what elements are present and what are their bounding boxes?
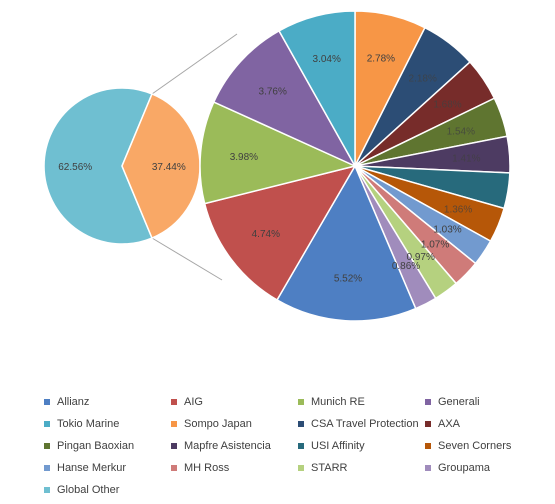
slice-label-groupama: 0.86% xyxy=(392,261,420,272)
legend-label: Seven Corners xyxy=(438,439,512,452)
slice-label-sompo-japan: 2.78% xyxy=(367,53,395,64)
slice-label-axa: 1.68% xyxy=(433,100,461,111)
legend-label: Mapfre Asistencia xyxy=(184,439,271,452)
slice-tokio-marine xyxy=(278,10,356,169)
legend-item-axa: AXA xyxy=(425,416,544,431)
legend-swatch xyxy=(425,464,431,471)
legend-swatch xyxy=(425,398,431,405)
legend-label: MH Ross xyxy=(184,461,230,474)
legend-item-mapfre-asistencia: Mapfre Asistencia xyxy=(171,438,298,453)
legend-label: Generali xyxy=(438,395,480,408)
legend-swatch xyxy=(44,420,50,427)
slice-munich-re xyxy=(199,101,358,205)
slice-label-hanse-merkur: 1.03% xyxy=(433,224,461,235)
legend-swatch xyxy=(44,464,50,471)
legend-label: AXA xyxy=(438,417,461,430)
slice-label-pingan-baoxian: 1.54% xyxy=(447,127,475,138)
legend-label: Sompo Japan xyxy=(184,417,252,430)
slice-label-generali: 3.76% xyxy=(259,87,287,98)
legend-swatch xyxy=(425,420,431,427)
slice-label-aig: 4.74% xyxy=(252,229,280,240)
legend-label: Pingan Baoxian xyxy=(57,439,135,452)
legend-item-sompo-japan: Sompo Japan xyxy=(171,416,298,431)
legend-label: Tokio Marine xyxy=(57,417,120,430)
legend-item-mh-ross: MH Ross xyxy=(171,460,298,475)
data-labels: 62.56% 37.44% 2.78% 2.18% 1.68% 1.54% 1.41% 1.3… xyxy=(58,53,480,284)
legend-item-munich-re: Munich RE xyxy=(298,394,425,409)
slice-label-mapfre-asistencia: 1.41% xyxy=(452,154,480,165)
legend-item-generali: Generali xyxy=(425,394,544,409)
slice-allianz xyxy=(275,164,417,322)
legend-label: STARR xyxy=(311,461,348,474)
legend-label: Global Other xyxy=(57,483,120,496)
legend-swatch xyxy=(171,442,177,449)
legend-swatch xyxy=(425,442,431,449)
legend: Allianz AIG Munich RE Generali Tokio Marine S… xyxy=(44,394,544,497)
slice-aig xyxy=(203,164,357,301)
slice-label-starr: 0.97% xyxy=(407,252,435,263)
slice-generali xyxy=(212,29,357,168)
connector-bottom xyxy=(151,237,223,281)
legend-label: Groupama xyxy=(438,461,490,474)
legend-label: AIG xyxy=(184,395,203,408)
legend-swatch xyxy=(171,464,177,471)
legend-item-seven-corners: Seven Corners xyxy=(425,438,544,453)
main-slice-label: 37.44% xyxy=(152,162,186,173)
legend-item-usi-affinity: USI Affinity xyxy=(298,438,425,453)
main-pie xyxy=(43,87,201,245)
slice-label-tokio-marine: 3.04% xyxy=(313,54,341,65)
main-slice-global-other xyxy=(43,87,153,245)
legend-swatch xyxy=(171,398,177,405)
legend-item-pingan-baoxian: Pingan Baoxian xyxy=(44,438,171,453)
legend-swatch xyxy=(298,442,304,449)
legend-swatch xyxy=(171,420,177,427)
slice-label-seven-corners: 1.36% xyxy=(444,205,472,216)
legend-label: Munich RE xyxy=(311,395,365,408)
legend-label: Allianz xyxy=(57,395,90,408)
legend-swatch xyxy=(44,442,50,449)
slice-label-munich-re: 3.98% xyxy=(230,152,258,163)
connector-lines xyxy=(151,33,238,281)
legend-label: USI Affinity xyxy=(311,439,365,452)
legend-item-csa-travel-protection: CSA Travel Protection xyxy=(298,416,425,431)
slice-label-csa-travel-protection: 2.18% xyxy=(409,73,437,84)
main-slice-label: 62.56% xyxy=(58,162,92,173)
legend-swatch xyxy=(298,420,304,427)
slice-label-allianz: 5.52% xyxy=(334,273,362,284)
legend-label: Hanse Merkur xyxy=(57,461,127,474)
legend-item-global-other: Global Other xyxy=(44,482,171,497)
legend-swatch xyxy=(44,486,50,493)
secondary-pie xyxy=(199,10,511,322)
legend-item-aig: AIG xyxy=(171,394,298,409)
legend-swatch xyxy=(44,398,50,405)
legend-item-tokio-marine: Tokio Marine xyxy=(44,416,171,431)
connector-top xyxy=(151,33,238,95)
legend-item-starr: STARR xyxy=(298,460,425,475)
legend-label: CSA Travel Protection xyxy=(311,417,419,430)
legend-item-hanse-merkur: Hanse Merkur xyxy=(44,460,171,475)
legend-swatch xyxy=(298,464,304,471)
legend-swatch xyxy=(298,398,304,405)
slice-label-mh-ross: 1.07% xyxy=(421,240,449,251)
legend-item-groupama: Groupama xyxy=(425,460,544,475)
legend-item-allianz: Allianz xyxy=(44,394,171,409)
